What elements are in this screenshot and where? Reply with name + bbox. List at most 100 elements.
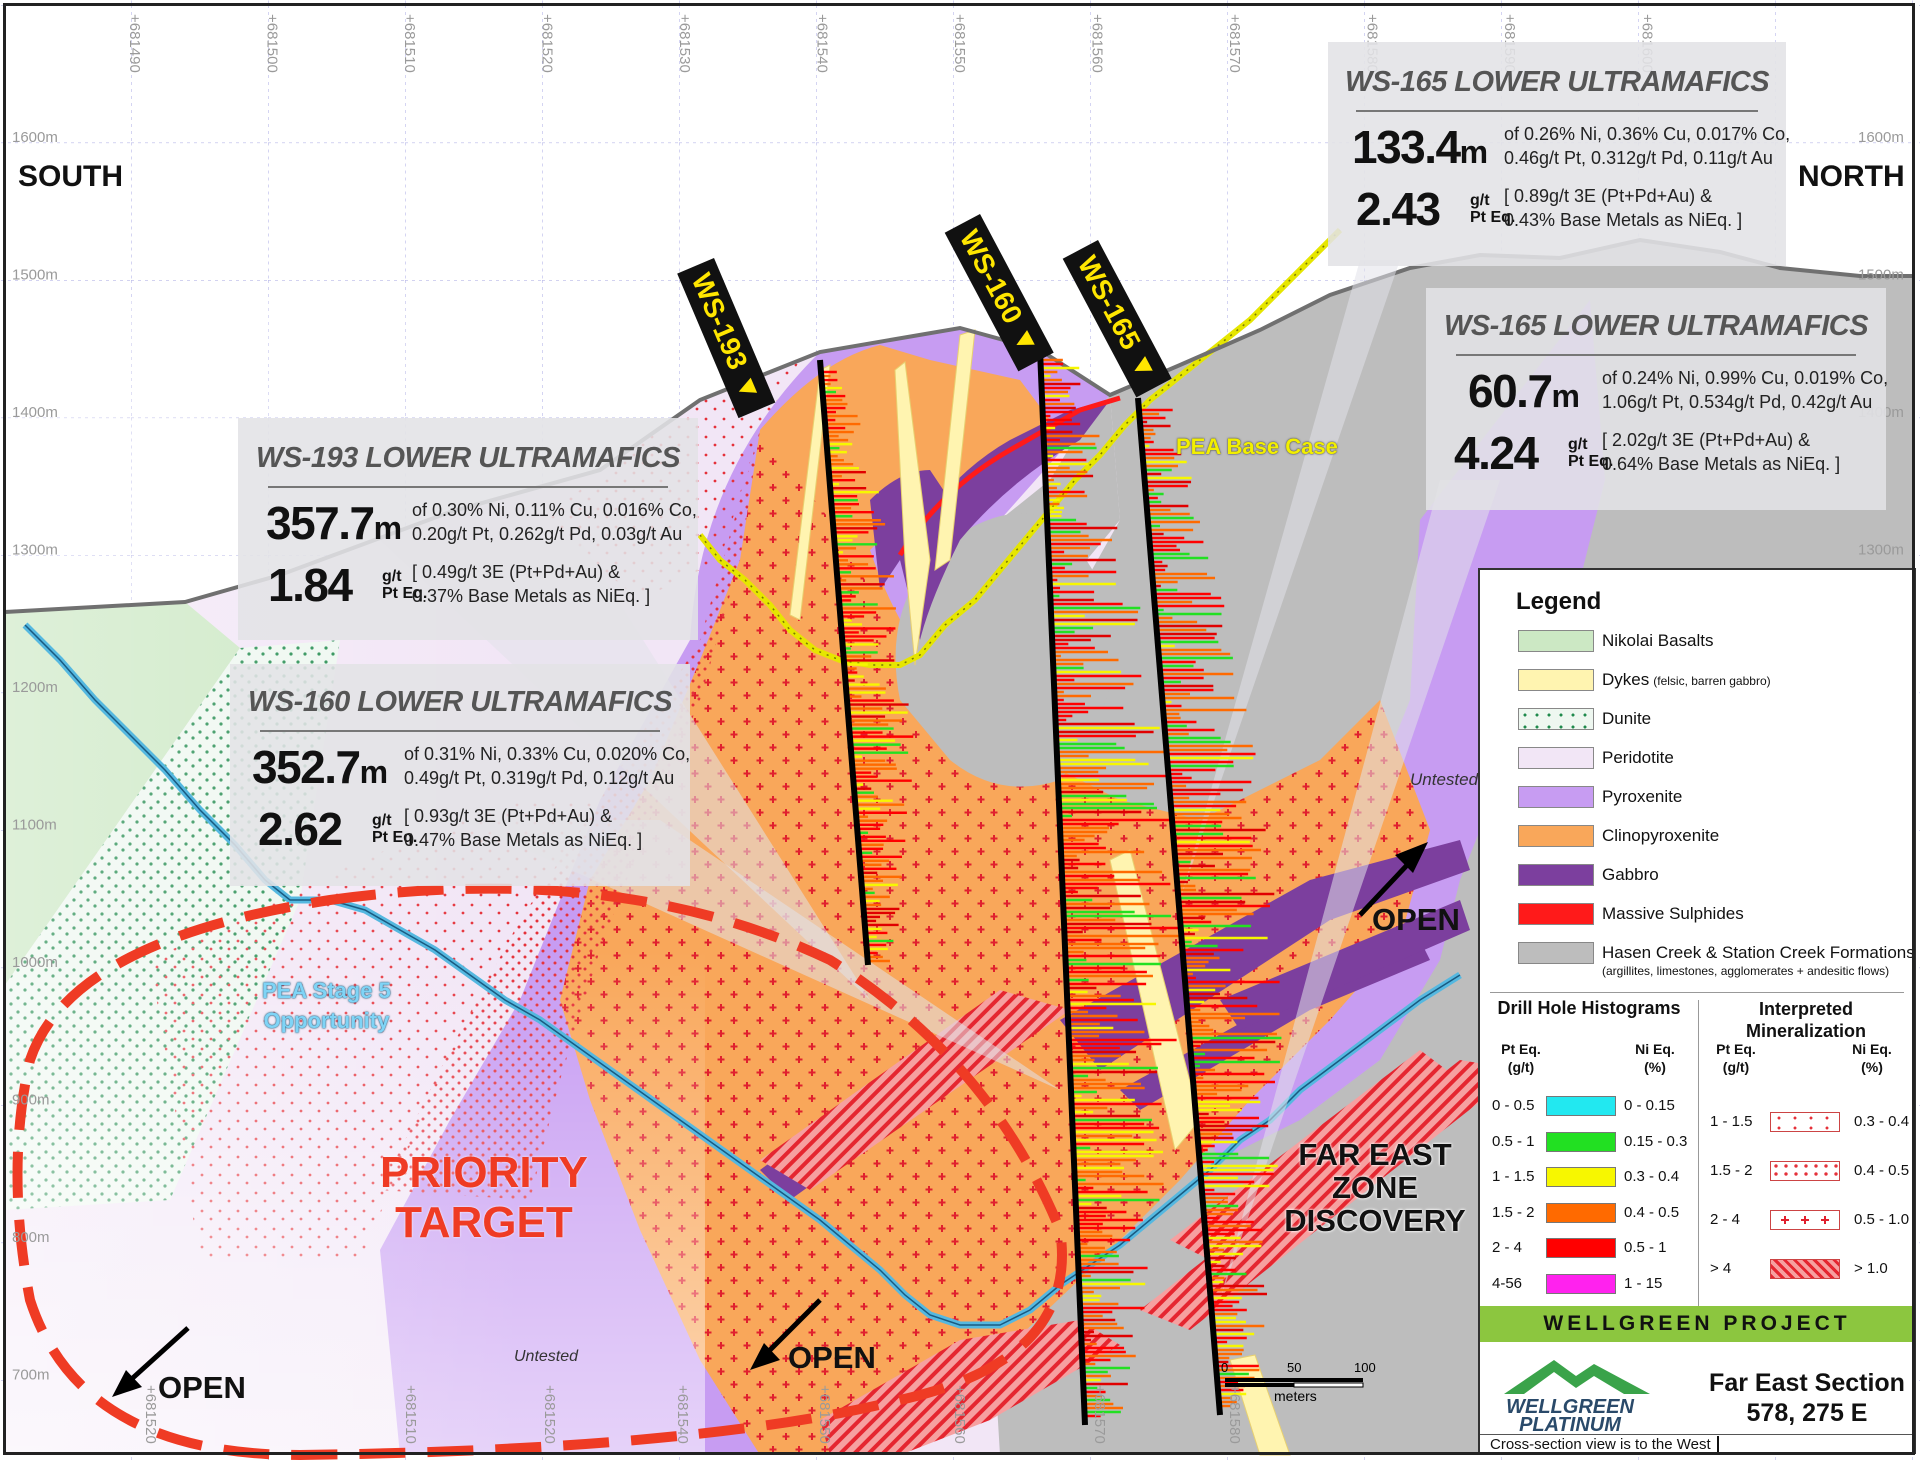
histogram-pt-range: 0 - 0.5 <box>1492 1097 1535 1114</box>
easting-label-bottom: +681580 <box>1226 1385 1243 1444</box>
callout-line3: [ 0.49g/t 3E (Pt+Pd+Au) & <box>412 562 621 582</box>
mineralization-title: Interpreted Mineralization <box>1745 999 1866 1041</box>
open-label-south: OPEN <box>788 1340 876 1375</box>
callout-line2: 0.46g/t Pt, 0.312g/t Pd, 0.11g/t Au <box>1504 148 1773 168</box>
histogram-swatch <box>1546 1131 1616 1152</box>
legend-title: Legend <box>1516 588 1602 615</box>
mineralization-ni-range: 0.3 - 0.4 <box>1854 1113 1910 1130</box>
legend-unit-label: Nikolai Basalts <box>1602 631 1714 650</box>
mineralization-swatch <box>1770 1259 1840 1279</box>
histogram-ni-range: 0.5 - 1 <box>1624 1239 1667 1256</box>
view-direction-note: Cross-section view is to the West <box>1490 1436 1719 1453</box>
legend-swatch <box>1518 942 1594 964</box>
easting-label-bottom: +681510 <box>402 1385 419 1444</box>
callout-line2: 0.49g/t Pt, 0.319g/t Pd, 0.12g/t Au <box>404 768 675 788</box>
elevation-label-left: 1200m <box>12 679 58 696</box>
callout-ws165-upper: WS-165 LOWER ULTRAMAFICS 133.4m 2.43 g/t… <box>1328 42 1790 266</box>
open-label-east: OPEN <box>1372 902 1460 937</box>
callout-grade: 2.62 <box>258 803 343 855</box>
mineralization-swatch <box>1770 1210 1840 1230</box>
elevation-label-left: 900m <box>12 1092 50 1109</box>
mineralization-ni-range: > 1.0 <box>1854 1260 1888 1277</box>
easting-label-bottom: +681550 <box>816 1385 833 1444</box>
easting-label-bottom: +681560 <box>951 1385 968 1444</box>
untested-label-east: Untested <box>1410 770 1479 789</box>
legend-swatch <box>1518 630 1594 652</box>
legend-swatch <box>1518 903 1594 925</box>
callout-line1: of 0.26% Ni, 0.36% Cu, 0.017% Co, <box>1504 124 1791 144</box>
callout-line3: [ 2.02g/t 3E (Pt+Pd+Au) & <box>1602 430 1811 450</box>
histogram-ni-range: 0.3 - 0.4 <box>1624 1168 1680 1185</box>
elevation-label-left: 800m <box>12 1229 50 1246</box>
easting-label: +681510 <box>401 14 418 73</box>
legend-unit-label: Massive Sulphides <box>1602 904 1744 923</box>
mineralization-swatch <box>1770 1112 1840 1132</box>
callout-grade-unit: g/t Pt Eq. <box>1470 192 1516 226</box>
open-label-southwest: OPEN <box>158 1370 246 1405</box>
easting-label-bottom: +681540 <box>674 1385 691 1444</box>
pea-base-case-label: PEA Base Case <box>1176 434 1338 459</box>
legend-panel: Legend Nikolai Basalts Dykes (felsic, barr… <box>1478 568 1916 1454</box>
callout-line3: [ 0.93g/t 3E (Pt+Pd+Au) & <box>404 806 613 826</box>
histogram-ni-range: 0.4 - 0.5 <box>1624 1203 1680 1221</box>
legend-swatch <box>1518 708 1594 730</box>
mineralization-pt-range: 2 - 4 <box>1710 1211 1741 1228</box>
histogram-title: Drill Hole Histograms <box>1497 998 1681 1018</box>
histogram-ni-range: 0.15 - 0.3 <box>1624 1132 1688 1150</box>
histogram-pt-range: 2 - 4 <box>1492 1239 1523 1256</box>
histogram-swatch <box>1546 1202 1616 1223</box>
mineralization-pt-range: 1 - 1.5 <box>1710 1113 1753 1130</box>
legend-col-divider <box>1698 1000 1699 1308</box>
histogram-pt-range: 4-56 <box>1492 1274 1523 1292</box>
callout-length: 133.4m <box>1352 121 1488 173</box>
scale-tick-50: 50 <box>1287 1360 1302 1375</box>
scale-tick-100: 100 <box>1354 1360 1376 1375</box>
elevation-label-right: 1300m <box>1858 542 1904 559</box>
callout-line3: [ 0.89g/t 3E (Pt+Pd+Au) & <box>1504 186 1713 206</box>
elevation-label-left: 1400m <box>12 404 58 421</box>
histogram-ni-range: 1 - 15 <box>1624 1274 1663 1292</box>
easting-label: +681560 <box>1089 14 1106 73</box>
easting-label: +681490 <box>126 14 143 73</box>
callout-grade-unit: g/t Pt Eq. <box>382 568 428 602</box>
easting-label: +681550 <box>951 14 968 73</box>
histogram-ni-range: 0 - 0.15 <box>1624 1097 1675 1114</box>
easting-label: +681530 <box>676 14 693 73</box>
elevation-label-left: 1600m <box>12 129 58 146</box>
section-title: Far East Section 578, 275 E <box>1709 1369 1905 1427</box>
north-label: NORTH <box>1798 160 1905 193</box>
callout-grade-unit: g/t Pt Eq. <box>372 812 418 846</box>
callout-title: WS-193 LOWER ULTRAMAFICS <box>255 442 681 474</box>
scale-unit: meters <box>1274 1388 1317 1404</box>
easting-label-bottom: +681570 <box>1091 1385 1108 1444</box>
histogram-pt-range: 1 - 1.5 <box>1492 1168 1535 1185</box>
callout-line4: 0.64% Base Metals as NiEq. ] <box>1602 454 1841 474</box>
elevation-label-left: 1000m <box>12 954 58 971</box>
easting-label: +681520 <box>539 14 556 73</box>
elevation-label-left: 1100m <box>12 817 57 834</box>
mountain-logo-icon <box>1504 1360 1650 1394</box>
callout-divider <box>260 730 660 732</box>
far-east-zone-label: FAR EAST ZONE DISCOVERY <box>1284 1137 1466 1238</box>
histogram-swatch <box>1546 1273 1616 1294</box>
legend-unit-label: Hasen Creek & Station Creek Formations (a… <box>1602 943 1915 978</box>
callout-line2: 0.20g/t Pt, 0.262g/t Pd, 0.03g/t Au <box>412 524 683 544</box>
mineralization-ni-range: 0.4 - 0.5 <box>1854 1162 1910 1179</box>
legend-swatch <box>1518 669 1594 691</box>
mineralization-col-pt: Pt Eq. (g/t) <box>1716 1041 1756 1075</box>
elevation-label-left: 700m <box>12 1367 50 1384</box>
elevation-label-left: 1300m <box>12 542 58 559</box>
callout-length: 357.7m <box>266 497 402 549</box>
legend-swatch <box>1518 786 1594 808</box>
histogram-pt-range: 1.5 - 2 <box>1492 1203 1535 1221</box>
histogram-col-ni: Ni Eq. (%) <box>1635 1041 1675 1075</box>
callout-grade: 4.24 <box>1454 427 1539 479</box>
histogram-col-pt: Pt Eq. (g/t) <box>1501 1041 1541 1075</box>
elevation-label-left: 1500m <box>12 267 58 284</box>
legend-unit-label: Dykes (felsic, barren gabbro) <box>1602 670 1771 689</box>
easting-label: +681500 <box>264 14 281 73</box>
callout-divider <box>268 486 668 488</box>
callout-line4: 0.47% Base Metals as NiEq. ] <box>404 830 643 850</box>
title-block: WELLGREEN PROJECT WELLGREEN PLATINUM Far … <box>1480 1306 1914 1456</box>
